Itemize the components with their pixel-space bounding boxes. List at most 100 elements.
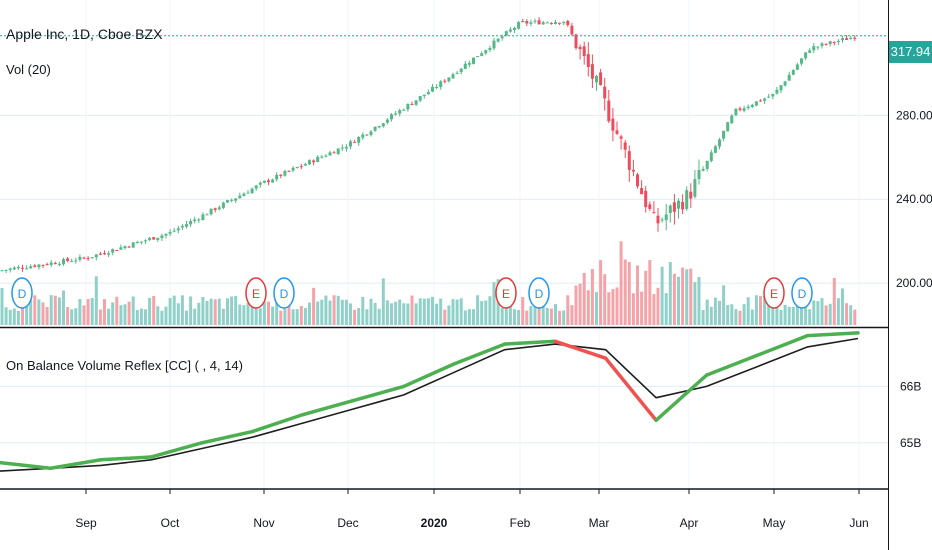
volume-bar	[808, 309, 812, 325]
candle-body	[33, 265, 37, 267]
price-candles	[0, 17, 857, 274]
candle-body	[775, 89, 779, 94]
volume-bar	[697, 276, 701, 325]
candle-body	[697, 170, 701, 180]
candle-body	[21, 267, 24, 269]
candle-body	[779, 85, 783, 91]
volume-bar	[603, 274, 607, 325]
dividend-marker[interactable]: D	[528, 277, 550, 309]
candle-body	[836, 40, 840, 43]
volume-bar	[107, 308, 111, 325]
candle-body	[135, 241, 139, 244]
obv-line-segment	[452, 342, 507, 366]
candle-body	[451, 74, 455, 79]
volume-bar	[611, 288, 615, 325]
volume-bar	[763, 296, 767, 325]
marker-label: E	[502, 287, 510, 301]
volume-bar	[722, 285, 726, 325]
candle-body	[25, 268, 29, 270]
candle-body	[4, 269, 8, 271]
volume-bar	[328, 300, 332, 325]
volume-bar	[828, 303, 832, 325]
candle-body	[197, 219, 201, 221]
volume-bar	[414, 303, 418, 325]
volume-bars	[0, 241, 857, 325]
volume-bar	[570, 305, 574, 325]
candle-body	[783, 81, 787, 86]
volume-bar	[66, 307, 70, 325]
candle-body	[394, 113, 398, 115]
candle-body	[369, 131, 373, 135]
volume-bar	[57, 297, 61, 325]
dividend-marker[interactable]: D	[273, 277, 295, 309]
candle-body	[262, 180, 266, 183]
earnings-marker[interactable]: E	[495, 277, 517, 309]
volume-bar	[45, 306, 49, 325]
candle-body	[435, 87, 439, 89]
dividend-marker[interactable]: D	[791, 277, 813, 309]
candle-body	[209, 208, 213, 215]
candle-body	[652, 212, 656, 214]
volume-bar	[447, 305, 451, 325]
volume-bar	[49, 295, 53, 325]
volume-bar	[365, 309, 369, 325]
volume-bar	[299, 305, 303, 325]
volume-bar	[377, 308, 381, 325]
candle-body	[230, 199, 234, 201]
candle-body	[800, 58, 803, 64]
obv-line-segment	[351, 384, 406, 403]
marker-bubble	[495, 277, 517, 309]
candle-body	[201, 214, 205, 221]
candle-body	[763, 98, 767, 101]
volume-bar	[451, 299, 455, 325]
obv-line-segment	[200, 429, 255, 445]
volume-bar	[12, 308, 16, 325]
candle-body	[685, 190, 689, 209]
candle-body	[504, 31, 508, 36]
candle-body	[349, 141, 352, 147]
volume-bar	[492, 282, 496, 325]
volume-bar	[701, 309, 705, 325]
candle-body	[127, 246, 131, 248]
volume-bar	[295, 309, 299, 325]
candle-body	[49, 262, 53, 265]
candle-body	[176, 228, 180, 231]
candle-body	[566, 20, 570, 26]
volume-bar	[336, 295, 340, 325]
volume-bar	[303, 308, 307, 325]
volume-bar	[422, 298, 426, 325]
volume-bar	[644, 270, 648, 325]
candle-body	[726, 122, 730, 132]
candle-body	[0, 270, 4, 272]
volume-bar	[238, 304, 242, 325]
y-tick-label: 65B	[900, 436, 921, 450]
obv-line-segment	[301, 398, 356, 417]
obv-line-segment	[755, 333, 810, 358]
volume-bar	[242, 305, 246, 325]
candle-body	[681, 201, 685, 210]
volume-bar	[25, 296, 29, 325]
candle-body	[410, 104, 414, 106]
earnings-marker[interactable]: E	[763, 277, 785, 309]
candle-body	[250, 188, 254, 194]
volume-bar	[463, 310, 467, 325]
x-tick-label: Nov	[253, 516, 274, 530]
x-tick-label: 2020	[421, 516, 448, 530]
candle-body	[590, 64, 594, 79]
candle-body	[418, 96, 422, 101]
dividend-marker[interactable]: D	[11, 277, 33, 309]
volume-bar	[164, 306, 168, 325]
volume-bar	[394, 301, 398, 325]
earnings-marker[interactable]: E	[245, 277, 267, 309]
candle-body	[254, 185, 258, 189]
candle-body	[849, 37, 853, 40]
candle-body	[312, 160, 316, 163]
volume-bar	[369, 298, 373, 325]
grid-lines	[0, 0, 888, 488]
volume-bar	[217, 298, 221, 325]
volume-bar	[258, 308, 262, 325]
y-tick-label: 200.00	[896, 276, 932, 290]
candle-body	[640, 188, 644, 195]
